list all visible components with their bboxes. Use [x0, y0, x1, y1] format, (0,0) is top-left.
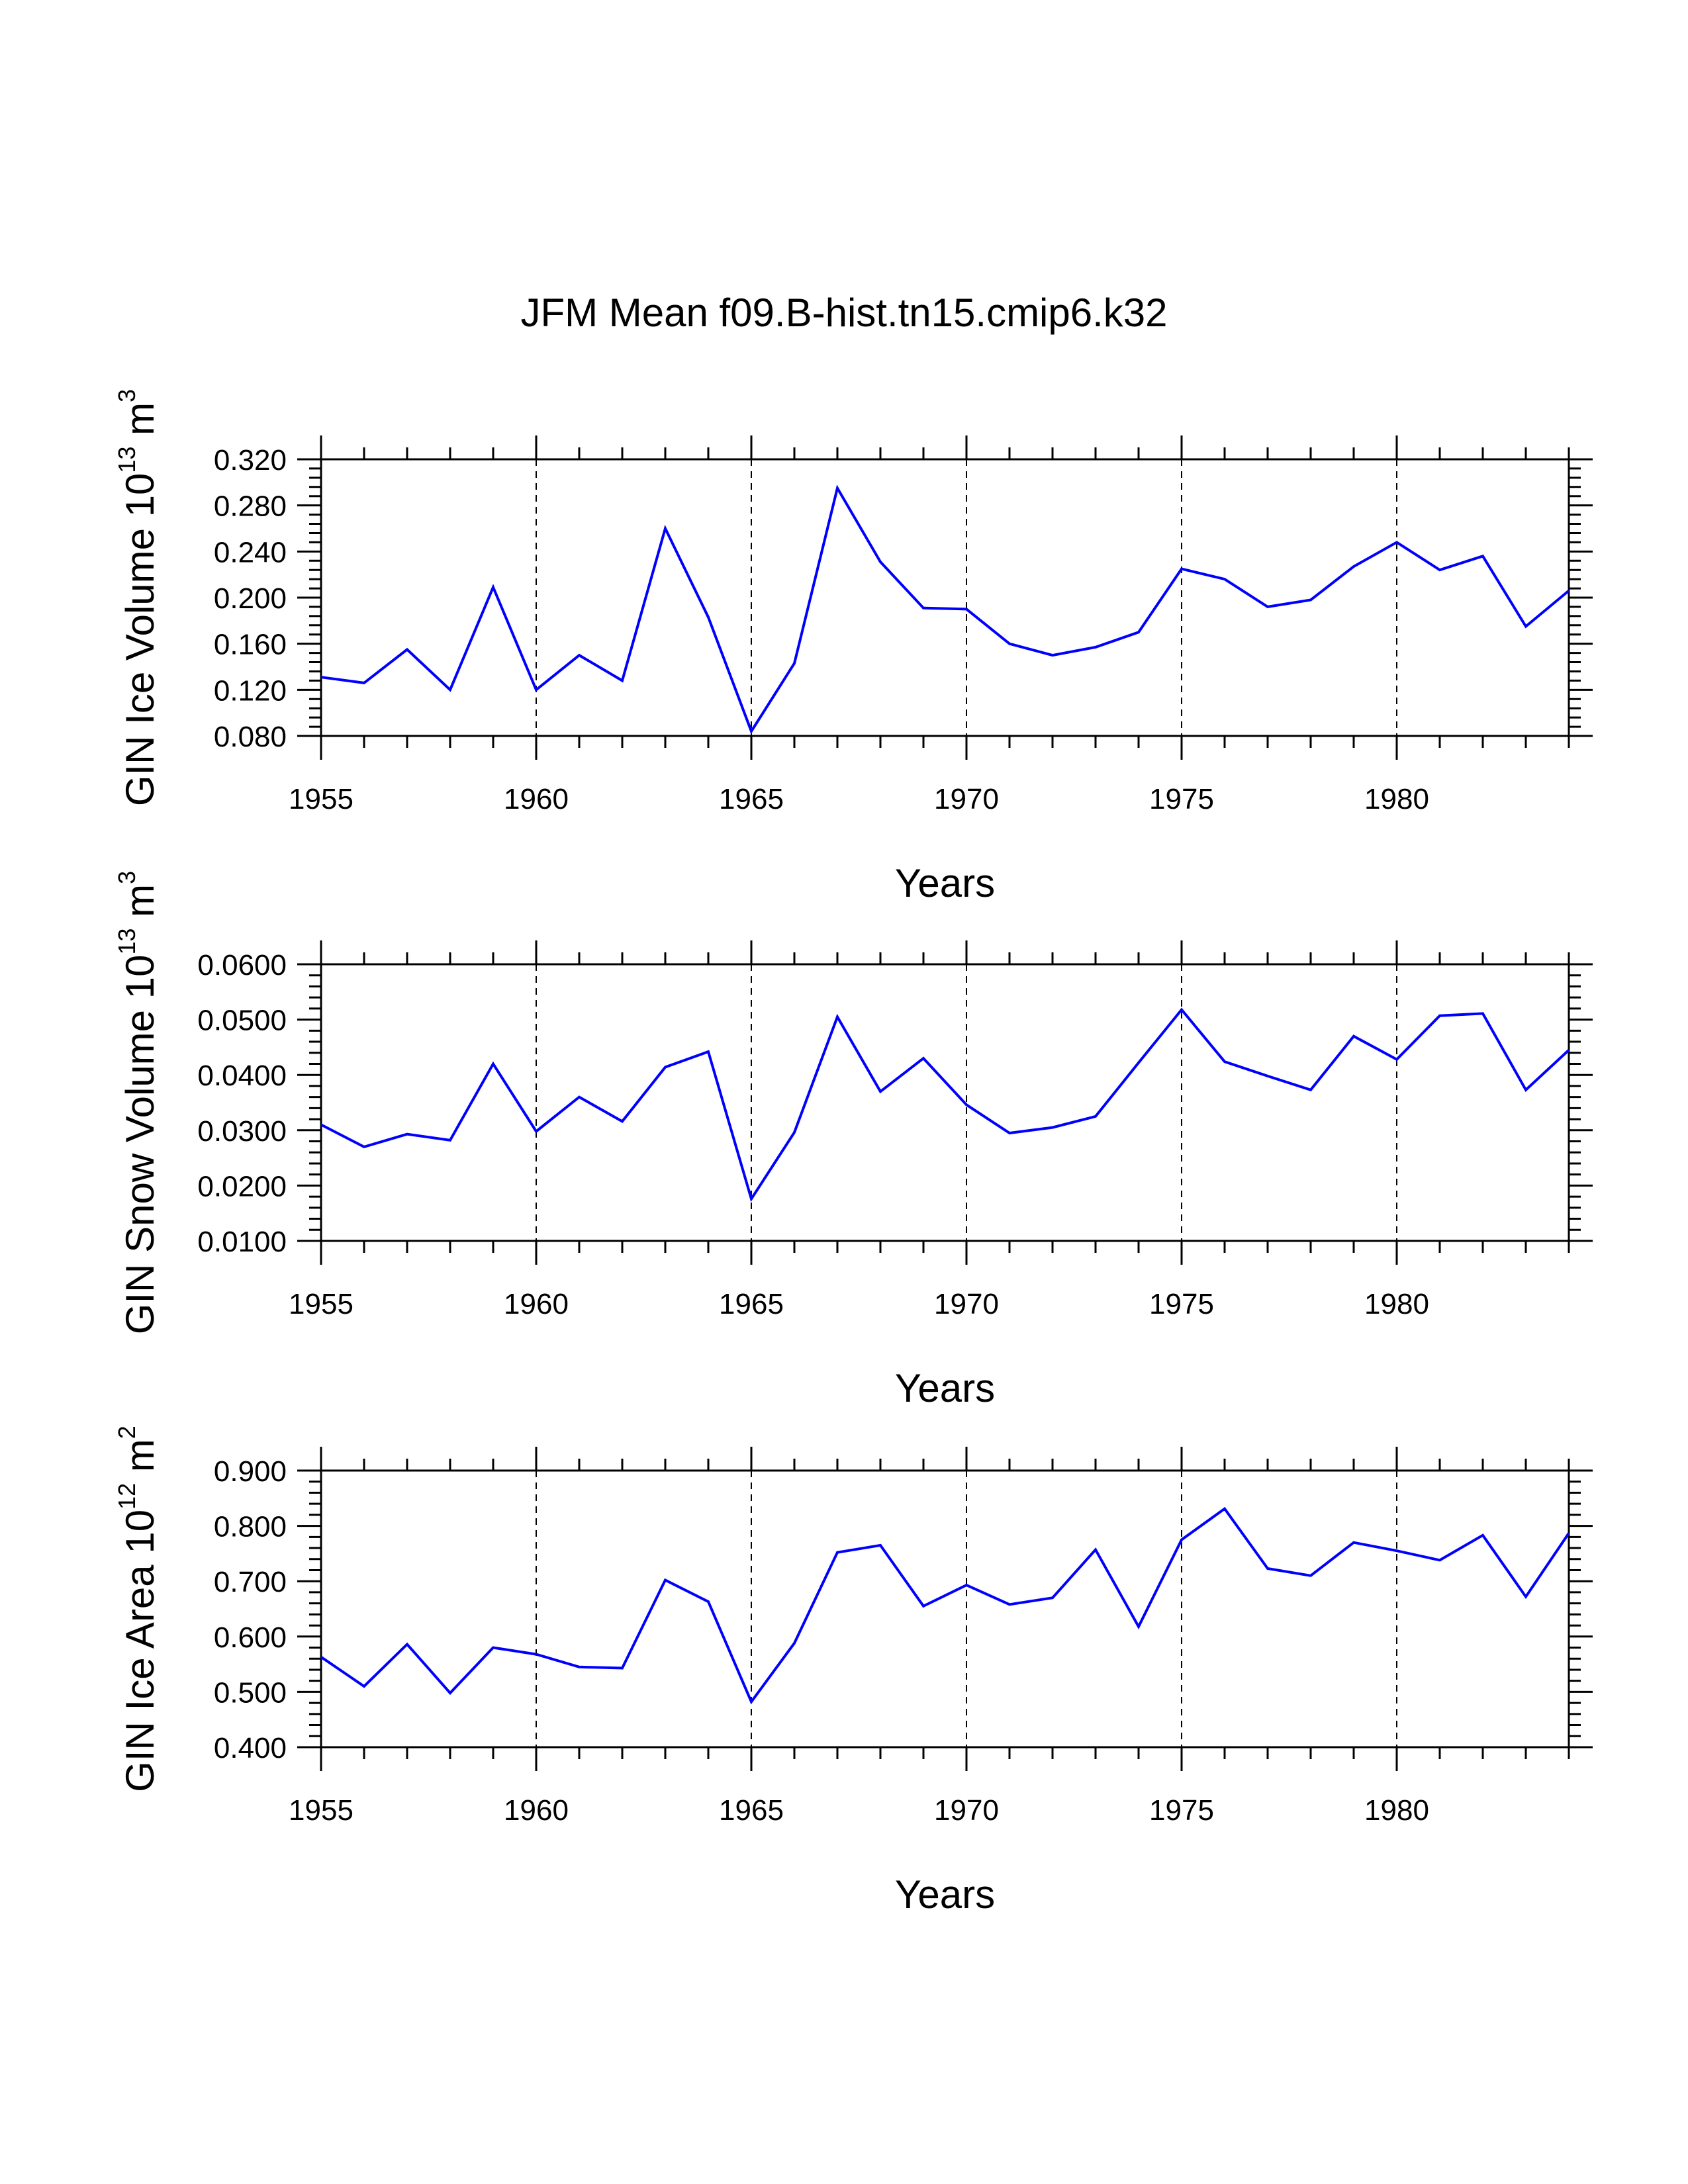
y-axis-label: GIN Ice Area 1012 m2: [113, 1426, 162, 1792]
plot-frame: [320, 963, 1570, 1242]
x-tick-label: 1965: [719, 1288, 784, 1320]
y-axis-label-text: GIN Snow Volume 10: [118, 955, 162, 1335]
y-axis-label-unit-exponent: 3: [113, 871, 140, 884]
x-axis-label: Years: [895, 1872, 995, 1917]
y-tick-label: 0.0400: [197, 1060, 287, 1092]
x-tick-label: 1955: [289, 1288, 353, 1320]
y-tick-label: 0.120: [214, 674, 287, 707]
x-tick-label: 1960: [504, 1288, 569, 1320]
panels: 1955 1960 1965 1970 1975 1980 0.080 0.120 0.160 0…: [113, 389, 1593, 1917]
y-axis-label: GIN Ice Volume 1013 m3: [113, 389, 162, 806]
y-tick-label: 0.0100: [197, 1226, 287, 1258]
y-tick-label: 0.500: [214, 1676, 287, 1709]
x-tick-label: 1970: [934, 1288, 999, 1320]
y-tick-label: 0.700: [214, 1566, 287, 1598]
y-tick-label: 0.0500: [197, 1005, 287, 1037]
x-tick-label: 1970: [934, 783, 999, 815]
panel-snow-volume: 1955 1960 1965 1970 1975 1980 0.0100 0.0200 0.03…: [113, 871, 1593, 1410]
y-tick-label: 0.160: [214, 629, 287, 661]
panel-ice-area: 1955 1960 1965 1970 1975 1980 0.400 0.500 0.600 0…: [113, 1426, 1593, 1917]
y-tick-label: 0.320: [214, 444, 287, 477]
x-tick-label: 1980: [1364, 783, 1429, 815]
y-tick-label: 0.0600: [197, 949, 287, 981]
y-axis-label-exponent: 13: [113, 929, 140, 955]
x-tick-label: 1970: [934, 1794, 999, 1827]
x-tick-label: 1965: [719, 783, 784, 815]
y-tick-label: 0.0200: [197, 1170, 287, 1203]
y-tick-label: 0.0300: [197, 1115, 287, 1148]
y-axis-label-exponent: 13: [113, 447, 140, 473]
x-tick-label: 1975: [1149, 1288, 1214, 1320]
x-tick-label: 1965: [719, 1794, 784, 1827]
y-axis-label-text: GIN Ice Volume 10: [118, 473, 162, 807]
y-tick-label: 0.400: [214, 1732, 287, 1764]
y-tick-label: 0.080: [214, 721, 287, 753]
x-tick-label: 1975: [1149, 783, 1214, 815]
x-axis-label: Years: [895, 861, 995, 905]
x-axis-label: Years: [895, 1366, 995, 1410]
y-axis-label: GIN Snow Volume 1013 m3: [113, 871, 162, 1334]
x-tick-label: 1955: [289, 783, 353, 815]
y-tick-label: 0.900: [214, 1455, 287, 1488]
y-axis-label-unit: m: [118, 402, 162, 447]
plot-frame: [320, 1469, 1570, 1749]
x-tick-label: 1980: [1364, 1288, 1429, 1320]
series-line: [320, 1007, 1570, 1203]
y-tick-label: 0.280: [214, 490, 287, 523]
plot-frame: [320, 458, 1570, 737]
x-tick-label: 1960: [504, 1794, 569, 1827]
panel-ice-volume: 1955 1960 1965 1970 1975 1980 0.080 0.120 0.160 0…: [113, 389, 1593, 905]
y-tick-label: 0.800: [214, 1511, 287, 1543]
y-tick-label: 0.200: [214, 582, 287, 615]
y-tick-label: 0.600: [214, 1621, 287, 1654]
x-tick-label: 1975: [1149, 1794, 1214, 1827]
y-axis-label-unit-exponent: 3: [113, 389, 140, 402]
y-axis-label-exponent: 12: [113, 1483, 140, 1510]
y-tick-label: 0.240: [214, 536, 287, 569]
series-line: [320, 1506, 1570, 1705]
y-axis-label-unit: m: [118, 1439, 162, 1483]
x-tick-label: 1955: [289, 1794, 353, 1827]
x-tick-label: 1960: [504, 783, 569, 815]
y-axis-label-text: GIN Ice Area 10: [118, 1510, 162, 1792]
x-tick-label: 1980: [1364, 1794, 1429, 1827]
y-axis-label-unit: m: [118, 884, 162, 929]
y-axis-label-unit-exponent: 2: [113, 1426, 140, 1439]
figure-title: JFM Mean f09.B-hist.tn15.cmip6.k32: [520, 291, 1167, 335]
series-line: [320, 484, 1570, 735]
